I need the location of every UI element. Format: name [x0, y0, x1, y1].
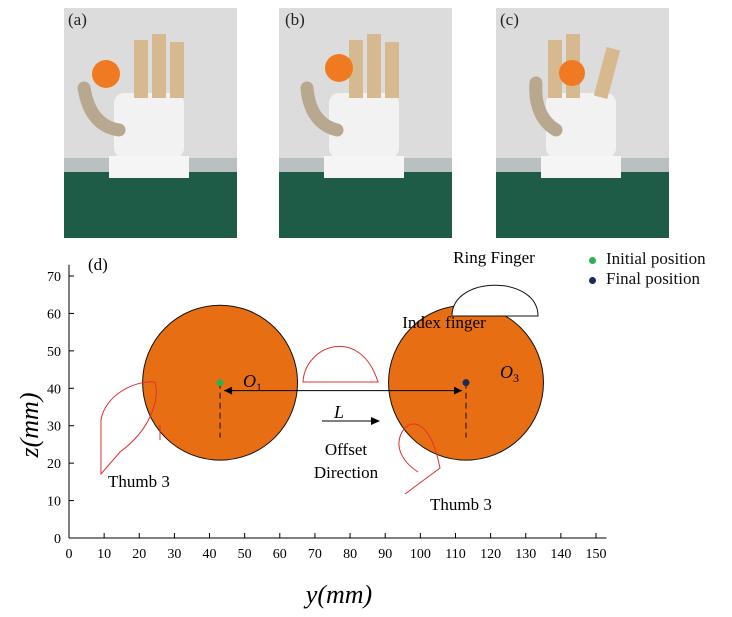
y-tick-label: 60: [47, 307, 61, 322]
x-tick-label: 140: [550, 547, 571, 562]
legend-marker-final: [589, 276, 596, 284]
panel-label-c: (c): [500, 10, 519, 29]
panel-label-a: (a): [68, 10, 87, 29]
y-tick-label: 0: [54, 532, 61, 547]
x-tick-label: 100: [410, 547, 431, 562]
ring-finger-outline: [451, 284, 539, 317]
trajectory-plot: 0 10 20 30 40 50 60 70 80 90 100 110 120 130 140 150 0 10…: [15, 248, 607, 609]
x-tick-label: 80: [343, 547, 357, 562]
index-finger-outline: [302, 345, 379, 383]
x-tick-label: 130: [515, 547, 536, 562]
y-tick-label: 70: [47, 270, 61, 285]
x-tick-label: 0: [66, 547, 73, 562]
panel-label-d: (d): [88, 255, 108, 274]
plot-axes: 0 10 20 30 40 50 60 70 80 90 100 110 120 130 140 150 0 10…: [47, 264, 607, 562]
thumb-right-outline: [398, 423, 441, 495]
center-O3-label: O3: [500, 362, 519, 385]
photo-panel-c: [496, 8, 669, 238]
offset-label-line2: Direction: [314, 463, 379, 482]
x-axis-label: y(mm): [303, 580, 372, 609]
x-tick-label: 40: [203, 547, 217, 562]
x-tick-label: 50: [238, 547, 252, 562]
panel-label-b: (b): [285, 10, 305, 29]
thumb-right-label: Thumb 3: [430, 495, 492, 514]
x-tick-label: 120: [480, 547, 501, 562]
distance-arrowhead-right: [454, 386, 463, 395]
point-initial: [216, 379, 224, 387]
y-axis-label: z(mm): [15, 393, 44, 459]
x-tick-label: 150: [586, 547, 607, 562]
x-tick-label: 70: [308, 547, 322, 562]
y-tick-label: 40: [47, 382, 61, 397]
y-tick-label: 10: [47, 495, 61, 510]
legend-item-final: Final position: [589, 269, 700, 289]
plot-drawing: [100, 284, 544, 495]
legend-label-final: Final position: [606, 269, 700, 288]
x-tick-label: 90: [378, 547, 392, 562]
legend-item-initial: Initial position: [589, 249, 706, 269]
x-tick-label: 30: [167, 547, 181, 562]
distance-arrowhead-left: [224, 386, 233, 395]
legend-label-initial: Initial position: [606, 249, 706, 268]
thumb-left-outline: [100, 381, 161, 476]
point-final: [462, 379, 470, 387]
offset-direction-arrowhead: [371, 417, 380, 425]
thumb-left-label: Thumb 3: [108, 472, 170, 491]
legend-marker-initial: [589, 256, 596, 264]
offset-L-label: L: [333, 402, 344, 422]
x-tick-label: 10: [97, 547, 111, 562]
photo-panel-b: [279, 8, 452, 238]
offset-label-line1: Offset: [325, 440, 367, 459]
ring-finger-label: Ring Finger: [453, 248, 535, 267]
index-finger-label: Index finger: [402, 313, 486, 332]
y-tick-label: 20: [47, 457, 61, 472]
y-tick-label: 30: [47, 420, 61, 435]
photo-panel-a: [64, 8, 237, 238]
x-tick-label: 110: [445, 547, 465, 562]
y-tick-label: 50: [47, 345, 61, 360]
center-O1-label: O1: [243, 371, 262, 394]
x-tick-label: 60: [273, 547, 287, 562]
x-tick-label: 20: [132, 547, 146, 562]
